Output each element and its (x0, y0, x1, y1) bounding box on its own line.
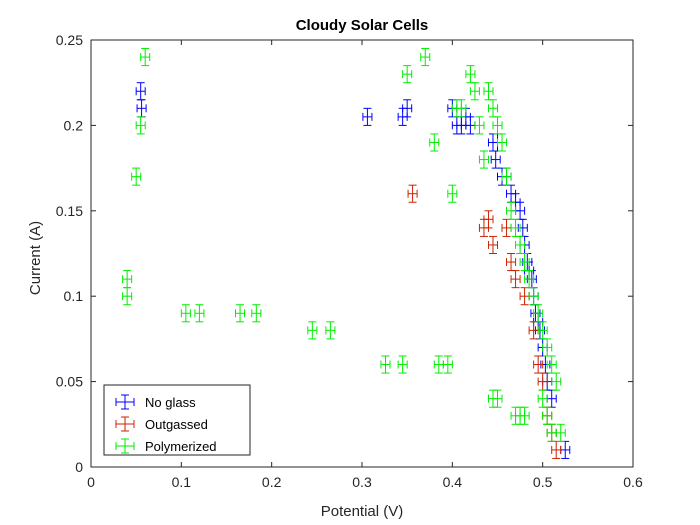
data-point (519, 253, 530, 272)
data-point (515, 235, 526, 254)
legend: No glass Outgassed Polymerized (103, 384, 251, 456)
data-point (456, 99, 467, 118)
data-point (135, 116, 146, 135)
data-point (122, 270, 133, 289)
legend-label: Outgassed (145, 417, 208, 432)
data-point (122, 287, 133, 306)
data-point (362, 107, 373, 126)
legend-item (115, 416, 135, 432)
data-point (483, 210, 494, 229)
x-tick-label: 0.5 (533, 474, 553, 490)
data-point (402, 99, 413, 118)
data-point (497, 133, 508, 152)
data-point (542, 338, 553, 357)
data-point (447, 184, 458, 203)
data-point (442, 355, 453, 374)
data-point (506, 201, 517, 220)
data-point (140, 48, 151, 67)
x-tick-label: 0.3 (352, 474, 372, 490)
data-point (429, 133, 440, 152)
data-point (537, 321, 548, 340)
x-tick-label: 0.2 (262, 474, 282, 490)
data-point (465, 65, 476, 84)
data-point (407, 184, 418, 203)
data-point (519, 287, 530, 306)
data-point (469, 82, 480, 101)
data-point (492, 389, 503, 408)
data-point (325, 321, 336, 340)
data-point (235, 304, 246, 323)
data-point (251, 304, 262, 323)
data-point (474, 116, 485, 135)
x-tick-label: 0.4 (443, 474, 463, 490)
data-point (510, 270, 521, 289)
data-point (551, 372, 562, 391)
data-point (519, 406, 530, 425)
data-point (397, 355, 408, 374)
data-point (194, 304, 205, 323)
y-tick-label: 0.2 (64, 117, 84, 133)
data-point (380, 355, 391, 374)
chart-title: Cloudy Solar Cells (296, 17, 429, 34)
data-point (131, 167, 142, 186)
x-tick-label: 0 (87, 474, 95, 490)
y-axis-label: Current (A) (27, 221, 44, 295)
legend-box (103, 384, 251, 456)
data-point (487, 99, 498, 118)
y-tick-label: 0.15 (56, 203, 83, 219)
legend-item (115, 438, 135, 454)
data-point (487, 235, 498, 254)
data-point (483, 82, 494, 101)
legend-item (115, 394, 135, 410)
y-tick-label: 0 (75, 459, 83, 475)
x-tick-label: 0.1 (172, 474, 192, 490)
axes: 0 0.1 0.2 0.3 0.4 0.5 0.6 0 0.05 0.1 0.15 0.2 0.25 (56, 32, 643, 490)
data-point (307, 321, 318, 340)
data-point (420, 48, 431, 67)
data-point (180, 304, 191, 323)
legend-label: Polymerized (145, 439, 217, 454)
x-axis-label: Potential (V) (321, 503, 404, 520)
data-point (546, 355, 557, 374)
legend-label: No glass (145, 395, 196, 410)
data-point (402, 65, 413, 84)
x-tick-label: 0.6 (623, 474, 643, 490)
data-point (533, 355, 544, 374)
series-polymerized (122, 48, 566, 442)
y-tick-label: 0.25 (56, 32, 83, 48)
plot-area (122, 48, 571, 459)
y-tick-label: 0.05 (56, 374, 83, 390)
data-point (478, 150, 489, 169)
data-point (510, 218, 521, 237)
data-point (555, 423, 566, 442)
data-point (506, 253, 517, 272)
y-tick-label: 0.1 (64, 288, 84, 304)
data-point (501, 167, 512, 186)
